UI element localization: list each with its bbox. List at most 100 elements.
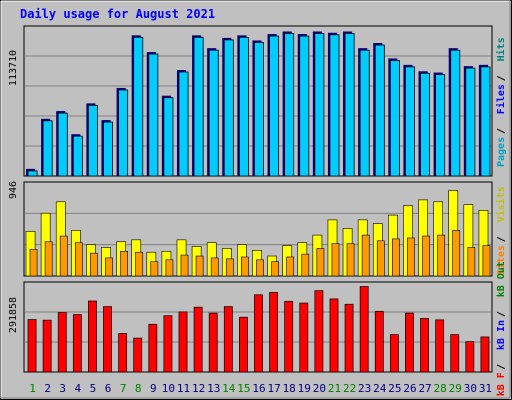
x-tick-label: 21 bbox=[328, 382, 341, 395]
bar-hits bbox=[373, 43, 385, 177]
bar-kbytes bbox=[178, 311, 188, 373]
x-tick-label: 9 bbox=[150, 382, 157, 395]
bar-kbytes bbox=[148, 323, 158, 373]
bar-kbytes bbox=[57, 312, 67, 373]
bar-hits bbox=[463, 66, 476, 177]
x-tick-label: 25 bbox=[388, 382, 401, 395]
x-tick-label: 30 bbox=[464, 382, 477, 395]
bar-hits bbox=[116, 87, 129, 177]
x-tick-label: 2 bbox=[44, 382, 51, 395]
bar-sites bbox=[195, 255, 204, 277]
bar-sites bbox=[437, 234, 446, 277]
bars-layer bbox=[25, 31, 491, 373]
bar-kbytes bbox=[299, 302, 309, 373]
x-tick-label: 3 bbox=[59, 382, 66, 395]
bar-kbytes bbox=[223, 306, 233, 373]
bar-hits bbox=[237, 35, 249, 177]
bar-sites bbox=[286, 256, 295, 277]
bar-hits bbox=[26, 168, 38, 177]
bar-sites bbox=[482, 245, 491, 277]
pages-panel-max-label: 113710 bbox=[8, 50, 19, 86]
bar-sites bbox=[74, 242, 83, 277]
bar-sites bbox=[361, 234, 370, 277]
bar-sites bbox=[105, 257, 113, 277]
bar-kbytes bbox=[208, 312, 218, 373]
legend-layer: Pages / Files / Hits Sites / Visits kB F /… bbox=[495, 37, 507, 396]
bar-hits bbox=[131, 35, 144, 177]
bar-kbytes bbox=[374, 310, 384, 373]
chart-title: Daily usage for August 2021 bbox=[20, 7, 215, 21]
bar-sites bbox=[225, 258, 234, 277]
legend-label: Pages bbox=[496, 137, 507, 167]
bar-sites bbox=[407, 237, 415, 277]
bar-sites bbox=[301, 253, 310, 277]
bar-kbytes bbox=[284, 300, 294, 373]
bar-kbytes bbox=[254, 294, 263, 373]
bar-hits bbox=[222, 37, 234, 177]
x-tick-label: 1 bbox=[29, 382, 36, 395]
x-tick-label: 13 bbox=[207, 382, 220, 395]
bar-kbytes bbox=[359, 286, 369, 373]
bar-kbytes bbox=[239, 316, 248, 373]
bar-hits bbox=[56, 111, 68, 177]
bar-kbytes bbox=[27, 319, 37, 373]
bar-sites bbox=[376, 240, 385, 277]
x-tick-label: 5 bbox=[90, 382, 97, 395]
x-tick-label: 23 bbox=[358, 382, 371, 395]
bar-sites bbox=[241, 256, 249, 277]
x-tick-label: 22 bbox=[343, 382, 356, 395]
x-tick-label: 24 bbox=[373, 382, 387, 395]
bar-kbytes bbox=[329, 298, 339, 373]
bar-hits bbox=[343, 31, 355, 177]
x-tick-label: 20 bbox=[313, 382, 326, 395]
bar-kbytes bbox=[163, 315, 173, 373]
legend-separator: / bbox=[496, 75, 507, 81]
x-tick-label: 16 bbox=[252, 382, 265, 395]
bar-hits bbox=[267, 34, 280, 177]
x-tick-label: 29 bbox=[449, 382, 462, 395]
bar-hits bbox=[161, 95, 174, 177]
legend-separator: / bbox=[496, 311, 507, 317]
bar-kbytes bbox=[314, 290, 324, 373]
legend-label: Sites bbox=[495, 245, 507, 275]
bar-sites bbox=[316, 248, 325, 277]
bar-kbytes bbox=[435, 319, 445, 373]
bar-kbytes bbox=[450, 334, 460, 373]
bar-kbytes bbox=[193, 306, 203, 373]
x-tick-label: 10 bbox=[162, 382, 175, 395]
bar-hits bbox=[433, 72, 446, 177]
bar-sites bbox=[120, 250, 128, 277]
x-tick-label: 6 bbox=[105, 382, 112, 395]
bar-hits bbox=[448, 48, 461, 177]
bar-hits bbox=[327, 32, 340, 177]
x-tick-label: 4 bbox=[75, 382, 82, 395]
bar-kbytes bbox=[465, 341, 475, 373]
x-tick-label: 31 bbox=[479, 382, 492, 395]
bar-hits bbox=[297, 34, 310, 177]
legend-separator: / bbox=[496, 236, 507, 242]
bar-sites bbox=[467, 247, 476, 277]
legend-label: kB In bbox=[496, 320, 507, 350]
visits-panel-max-label: 946 bbox=[8, 181, 19, 199]
bar-sites bbox=[135, 251, 144, 277]
bar-sites bbox=[346, 243, 355, 277]
bar-kbytes bbox=[133, 337, 143, 373]
bar-sites bbox=[180, 254, 189, 277]
bar-kbytes bbox=[480, 336, 490, 373]
bar-sites bbox=[90, 252, 98, 277]
bar-hits bbox=[101, 120, 113, 177]
bar-hits bbox=[192, 35, 204, 177]
bar-sites bbox=[452, 230, 461, 277]
x-tick-label: 18 bbox=[283, 382, 296, 395]
x-tick-label: 27 bbox=[418, 382, 431, 395]
bar-sites bbox=[150, 261, 159, 277]
bar-kbytes bbox=[118, 333, 128, 373]
bar-kbytes bbox=[389, 334, 399, 373]
bar-kbytes bbox=[344, 303, 354, 373]
legend-label: Hits bbox=[495, 37, 507, 61]
bar-sites bbox=[422, 235, 430, 277]
x-tick-label: 14 bbox=[222, 382, 236, 395]
bar-hits bbox=[358, 48, 370, 177]
bar-hits bbox=[146, 52, 159, 177]
